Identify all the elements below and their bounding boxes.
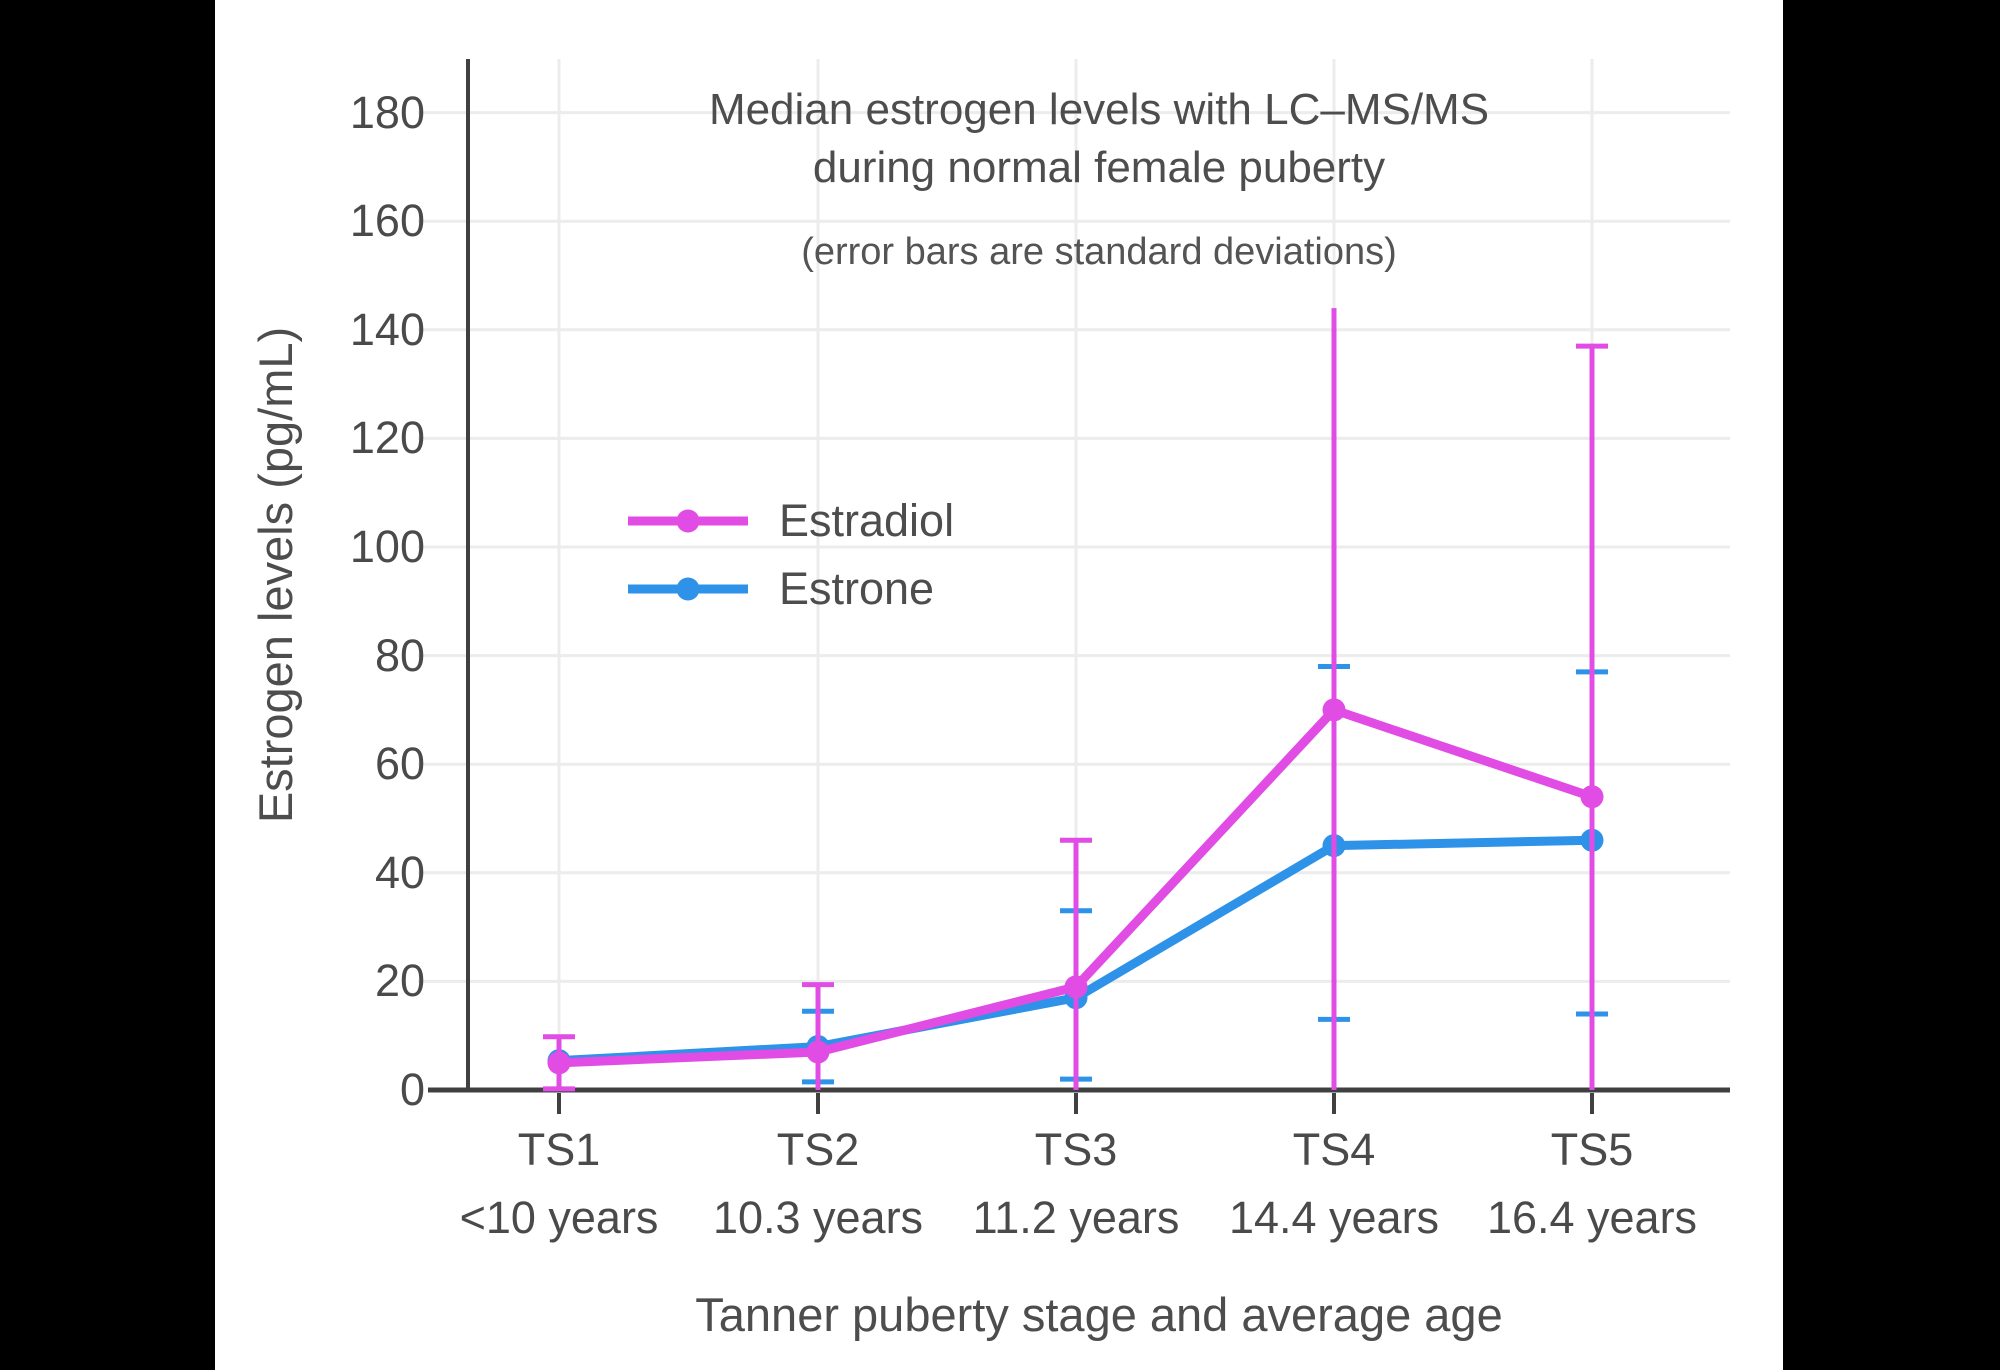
estradiol-point-TS4 <box>1322 698 1346 722</box>
y-tick-label-120: 120 <box>349 412 425 464</box>
estradiol-point-TS2 <box>806 1040 830 1064</box>
x-tick-label-TS2: TS2 <box>776 1124 860 1175</box>
x-tick-label-TS5: TS5 <box>1550 1124 1634 1175</box>
y-tick-label-0: 0 <box>399 1064 425 1115</box>
y-tick-label-160: 160 <box>349 195 425 247</box>
y-tick-label-60: 60 <box>374 738 425 790</box>
y-tick-label-180: 180 <box>349 86 425 138</box>
y-tick-label-100: 100 <box>349 521 425 572</box>
estradiol-point-TS3 <box>1064 975 1088 999</box>
figure-canvas: Median estrogen levels with LC–MS/MS dur… <box>215 0 1783 1370</box>
x-tick-age-label-TS4: 14.4 years <box>1228 1192 1440 1243</box>
legend: Estradiol Estrone <box>623 487 954 623</box>
estradiol-line-swatch-icon <box>628 509 748 533</box>
legend-item-estrone: Estrone <box>623 555 954 623</box>
x-tick-age-label-TS5: 16.4 years <box>1486 1192 1698 1243</box>
chart-subtitle: (error bars are standard deviations) <box>801 231 1397 273</box>
y-tick-label-140: 140 <box>349 303 425 355</box>
legend-item-estradiol: Estradiol <box>623 487 954 555</box>
y-tick-label-40: 40 <box>374 846 425 898</box>
legend-label-estrone: Estrone <box>779 563 935 614</box>
y-tick-label-80: 80 <box>374 629 425 681</box>
x-tick-label-TS4: TS4 <box>1292 1124 1376 1175</box>
x-axis-title: Tanner puberty stage and average age <box>695 1288 1503 1341</box>
estradiol-point-TS5 <box>1580 785 1604 809</box>
chart-title-block: Median estrogen levels with LC–MS/MS dur… <box>468 81 1730 275</box>
legend-label-estradiol: Estradiol <box>779 495 955 546</box>
x-tick-age-label-TS2: 10.3 years <box>712 1192 924 1243</box>
x-tick-age-label-TS1: <10 years <box>459 1192 659 1243</box>
y-tick-label-20: 20 <box>374 955 425 1007</box>
estradiol-point-TS1 <box>547 1051 571 1075</box>
chart-title-line-2: during normal female puberty <box>812 143 1386 192</box>
estrone-line-swatch-icon <box>628 577 748 601</box>
chart-title-line-1: Median estrogen levels with LC–MS/MS <box>708 85 1490 134</box>
x-tick-label-TS1: TS1 <box>517 1124 601 1175</box>
chart-plot-area <box>418 59 1730 1114</box>
x-tick-label-TS3: TS3 <box>1034 1124 1118 1175</box>
x-tick-age-label-TS3: 11.2 years <box>972 1192 1180 1243</box>
